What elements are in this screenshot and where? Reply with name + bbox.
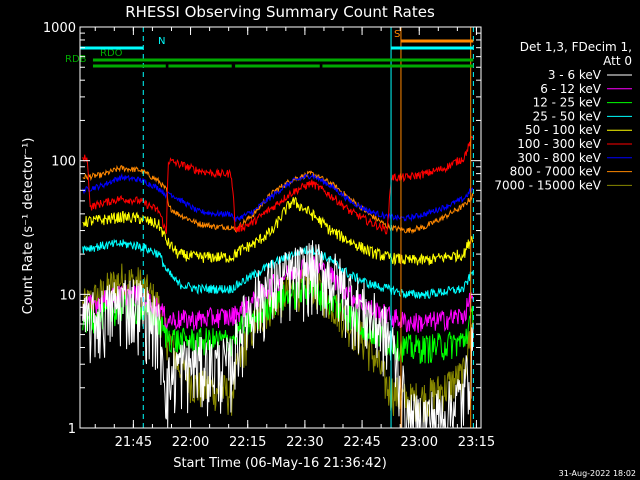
legend-label-4: 50 - 100 keV xyxy=(525,123,602,137)
y-axis-label: Count Rate (s⁻¹ detector⁻¹) xyxy=(21,138,36,315)
legend-label-6: 300 - 800 keV xyxy=(517,151,601,165)
legend-label-5: 100 - 300 keV xyxy=(517,137,601,151)
x-tick-label-2: 22:15 xyxy=(229,435,266,450)
flag-label-rdo: RDO xyxy=(100,48,123,59)
plot-frame xyxy=(79,26,482,429)
y-tick-label-1: 10 xyxy=(59,288,76,303)
flag-label-n: N xyxy=(158,36,165,47)
series-layer xyxy=(82,135,474,429)
x-tick-label-6: 23:15 xyxy=(458,435,495,450)
series-line-6 xyxy=(82,172,474,223)
series-line-7 xyxy=(82,164,474,235)
legend-label-7: 800 - 7000 keV xyxy=(510,165,602,179)
series-line-3 xyxy=(82,238,474,300)
chart-title: RHESSI Observing Summary Count Rates xyxy=(125,3,435,21)
series-line-5 xyxy=(82,135,474,235)
x-axis-label: Start Time (06-May-16 21:36:42) xyxy=(173,456,387,471)
footer-timestamp: 31-Aug-2022 18:02 xyxy=(559,469,636,478)
legend-title-line2: Att 0 xyxy=(603,54,632,68)
legend-label-8: 7000 - 15000 keV xyxy=(494,178,601,192)
legend-label-2: 12 - 25 keV xyxy=(533,96,602,110)
legend-title-line1: Det 1,3, FDecim 1, xyxy=(520,40,632,54)
x-tick-label-3: 22:30 xyxy=(286,435,323,450)
y-tick-label-0: 1 xyxy=(68,422,76,437)
series-line-4 xyxy=(82,196,474,266)
x-tick-label-0: 21:45 xyxy=(115,435,152,450)
x-tick-label-4: 22:45 xyxy=(343,435,380,450)
flag-label-s: S xyxy=(394,29,400,40)
overlay-layer: RDO RDB N S xyxy=(65,27,474,428)
legend-label-0: 3 - 6 keV xyxy=(548,68,602,82)
axes-layer: 21:45 22:00 22:15 22:30 22:45 23:00 23:15 1 10 10… xyxy=(43,21,495,450)
legend-label-1: 6 - 12 keV xyxy=(540,82,602,96)
series-line-0 xyxy=(82,240,474,429)
flag-label-rdb: RDB xyxy=(65,54,87,65)
y-tick-label-2: 100 xyxy=(51,155,76,170)
legend-label-3: 25 - 50 keV xyxy=(533,109,602,123)
x-tick-label-1: 22:00 xyxy=(172,435,209,450)
y-tick-label-3: 1000 xyxy=(43,21,76,36)
x-tick-label-5: 23:00 xyxy=(401,435,438,450)
